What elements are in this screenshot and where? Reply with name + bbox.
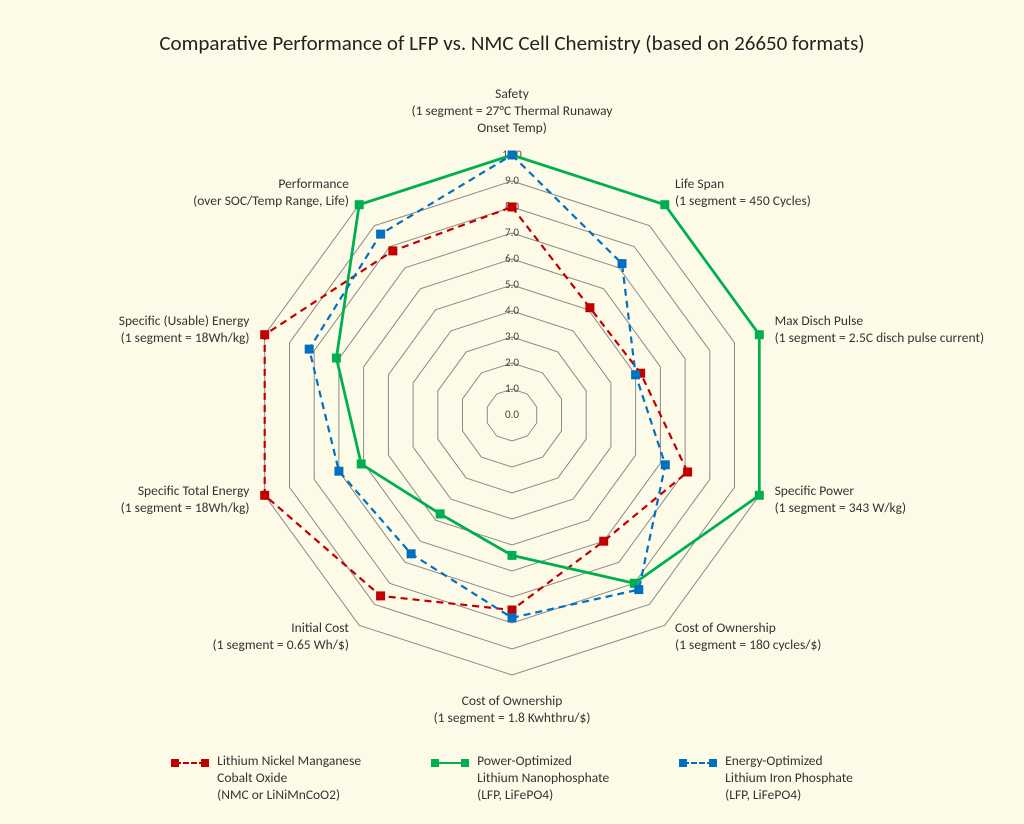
ring-label: 1.0 xyxy=(505,382,519,395)
ring-label: 0.0 xyxy=(505,408,519,421)
ring-label: 9.0 xyxy=(505,174,519,187)
ring-label: 4.0 xyxy=(505,304,519,317)
legend-swatch xyxy=(431,756,469,770)
legend-item-1: Power-OptimizedLithium Nanophosphate(LFP… xyxy=(431,753,609,804)
legend-label: Power-OptimizedLithium Nanophosphate(LFP… xyxy=(477,753,609,804)
legend-swatch xyxy=(679,756,717,770)
ring-label: 5.0 xyxy=(505,278,519,291)
radar-chart: 0.01.02.03.04.05.06.07.08.09.010.0 xyxy=(0,0,1024,824)
legend-item-0: Lithium Nickel ManganeseCobalt Oxide(NMC… xyxy=(171,753,361,804)
legend-label: Energy-OptimizedLithium Iron Phosphate(L… xyxy=(725,753,853,804)
ring-label: 2.0 xyxy=(505,356,519,369)
series-line-1 xyxy=(336,155,759,583)
legend-label: Lithium Nickel ManganeseCobalt Oxide(NMC… xyxy=(217,753,361,804)
ring-label: 6.0 xyxy=(505,252,519,265)
legend: Lithium Nickel ManganeseCobalt Oxide(NMC… xyxy=(0,753,1024,804)
legend-item-2: Energy-OptimizedLithium Iron Phosphate(L… xyxy=(679,753,853,804)
ring-label: 3.0 xyxy=(505,330,519,343)
ring-label: 7.0 xyxy=(505,226,519,239)
legend-swatch xyxy=(171,756,209,770)
series-line-2 xyxy=(309,155,665,618)
